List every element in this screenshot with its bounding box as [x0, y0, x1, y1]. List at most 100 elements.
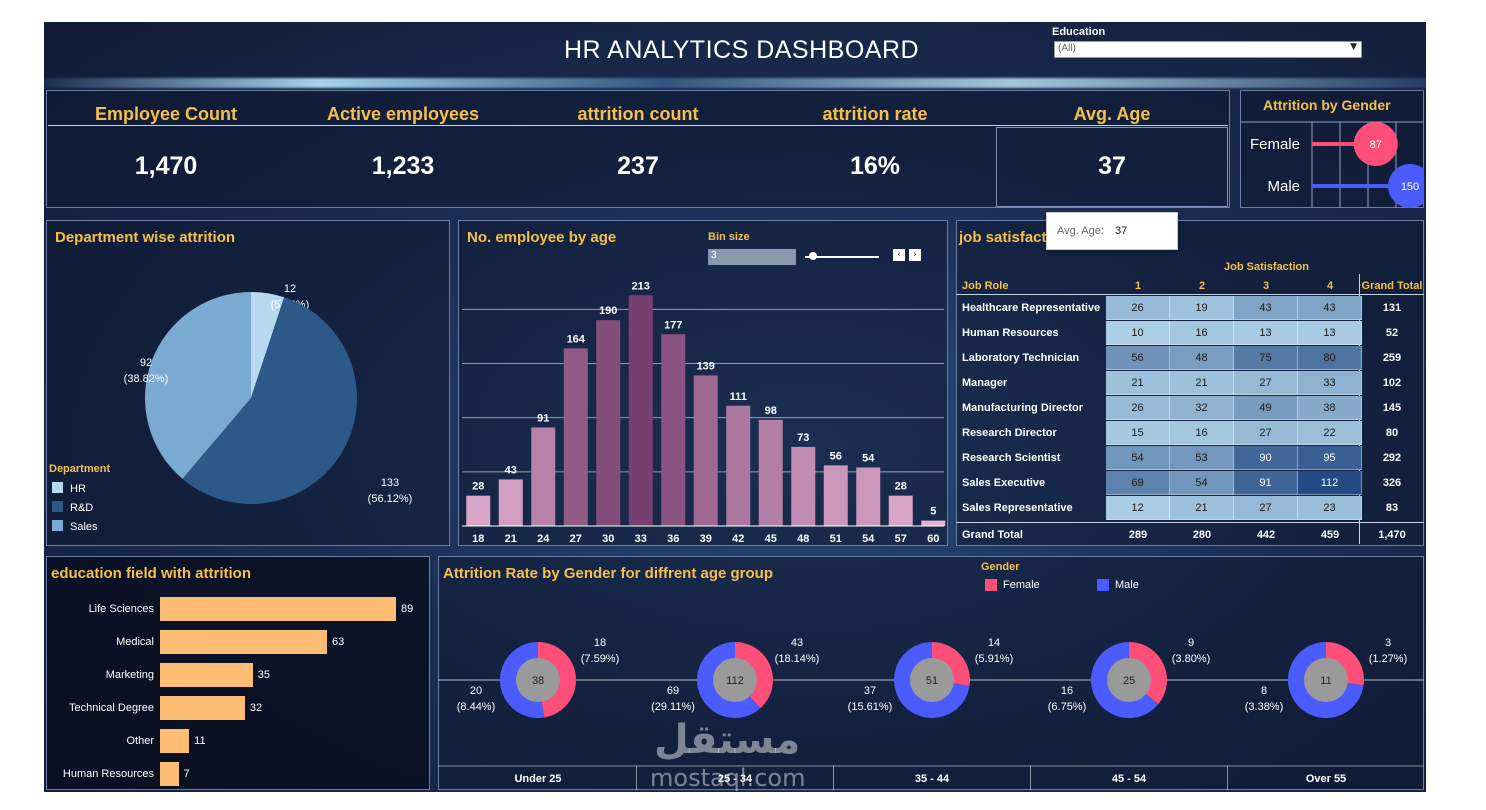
- pie-value-label: 133: [381, 477, 399, 489]
- department-legend-title: Department: [49, 463, 111, 475]
- education-field-label: Technical Degree: [69, 702, 154, 714]
- pie-percent-label: (56.12%): [368, 493, 413, 505]
- heatmap-row-label: Sales Representative: [962, 502, 1073, 514]
- age-bar: [531, 427, 556, 526]
- donut-male-pct: (8.44%): [457, 701, 496, 713]
- kpi-value-0: 1,470: [134, 152, 198, 180]
- heatmap-cell: 112: [1298, 471, 1362, 495]
- age-bar: [823, 465, 848, 526]
- donut-male-pct: (29.11%): [651, 701, 695, 713]
- kpi-value-1: 1,233: [371, 152, 435, 180]
- heatmap-row-total: 292: [1382, 452, 1402, 464]
- heatmap-row-label: Research Director: [962, 427, 1057, 439]
- gender-legend-title: Gender: [981, 561, 1020, 573]
- bin-size-input[interactable]: 3: [708, 249, 796, 265]
- legend-label-hr: HR: [70, 483, 86, 495]
- heatmap-cell: 54: [1106, 446, 1170, 470]
- donut-male-value: 37: [864, 685, 876, 697]
- heatmap-cell: 43: [1234, 296, 1298, 320]
- education-field-label: Other: [126, 735, 154, 747]
- heatmap-row-total: 326: [1382, 477, 1402, 489]
- header-divider: [44, 78, 1426, 88]
- legend-swatch-female: [985, 579, 997, 591]
- age-bar: [758, 419, 783, 526]
- heatmap-cell: 10: [1106, 321, 1170, 345]
- age-bar-value: 54: [862, 453, 875, 465]
- gender-lollipop-dot: [1353, 122, 1398, 166]
- kpi-value-3: 16%: [849, 152, 901, 180]
- heatmap-row-label: Laboratory Technician: [962, 352, 1080, 364]
- legend-swatch-sales: [52, 520, 63, 531]
- heatmap-total-divider: [956, 522, 1424, 523]
- heatmap-cell: 75: [1234, 346, 1298, 370]
- heatmap-row-label: Research Scientist: [962, 452, 1061, 464]
- heatmap-cell: 26: [1106, 296, 1170, 320]
- age-bar-value: 43: [505, 464, 517, 476]
- donut-female-pct: (7.59%): [581, 653, 620, 665]
- grand-total-row-label: Grand Total: [962, 529, 1023, 541]
- legend-label-sales: Sales: [70, 521, 98, 533]
- gender-panel-title: Attrition by Gender: [1263, 97, 1391, 113]
- age-group-label: 25 - 34: [718, 773, 753, 785]
- education-field-value: 35: [257, 669, 271, 681]
- tooltip-value: 37: [1115, 225, 1128, 237]
- legend-swatch-male: [1097, 579, 1109, 591]
- donut-total-label: 11: [1320, 675, 1331, 687]
- job-satisfaction-title: job satisfaction: [959, 229, 1070, 246]
- heatmap-cell: 95: [1298, 446, 1362, 470]
- chevron-right-icon[interactable]: ›: [909, 249, 921, 261]
- pie-slice-sales: [144, 292, 251, 479]
- age-bar: [661, 334, 686, 526]
- age-bar-value: 139: [697, 360, 715, 372]
- chevron-left-icon[interactable]: ‹: [893, 249, 905, 261]
- bin-size-slider-handle[interactable]: [809, 252, 817, 260]
- age-bar: [726, 405, 751, 526]
- bin-size-value: 3: [711, 250, 717, 261]
- age-bar: [466, 495, 491, 526]
- heatmap-cell: 43: [1298, 296, 1362, 320]
- heatmap-cell: 23: [1298, 496, 1362, 520]
- age-bar-value: 164: [567, 333, 586, 345]
- age-tick-label: 18: [472, 533, 484, 545]
- heatmap-cell: 80: [1298, 346, 1362, 370]
- dashboard-title: HR ANALYTICS DASHBOARD: [564, 36, 920, 64]
- heatmap-row-label: Healthcare Representative: [962, 302, 1101, 314]
- age-group-label: 35 - 44: [915, 773, 950, 785]
- gender-value-female: 87: [1370, 139, 1382, 151]
- legend-swatch-rd: [52, 501, 63, 512]
- heatmap-header-divider: [956, 294, 1424, 295]
- avg-age-highlight: [996, 127, 1228, 207]
- age-group-label: Over 55: [1306, 773, 1346, 785]
- age-tick-label: 48: [797, 533, 809, 545]
- age-bar-value: 73: [797, 432, 809, 444]
- donut-male-pct: (15.61%): [848, 701, 893, 713]
- heatmap-cell: 16: [1170, 321, 1234, 345]
- education-field-label: Human Resources: [62, 768, 154, 780]
- gender-label-male: Male: [1267, 178, 1300, 195]
- heatmap-row-total: 80: [1385, 427, 1399, 439]
- heatmap-row-total: 52: [1385, 327, 1399, 339]
- kpi-label-4: Avg. Age: [1073, 104, 1151, 124]
- age-gender-title: Attrition Rate by Gender for diffrent ag…: [443, 565, 774, 582]
- avg-age-tooltip: Avg. Age: 37: [1046, 212, 1178, 250]
- bin-size-slider[interactable]: [805, 256, 879, 258]
- age-bar-value: 56: [830, 450, 842, 462]
- education-field-label: Life Sciences: [88, 603, 154, 615]
- heatmap-cell: 91: [1234, 471, 1298, 495]
- kpi-value-4: 37: [1098, 152, 1126, 180]
- heatmap-row-total: 83: [1385, 502, 1399, 514]
- watermark-arabic: مستقل: [654, 717, 801, 763]
- donut-total-label: 38: [532, 675, 544, 687]
- heatmap-row-total: 259: [1382, 352, 1402, 364]
- heatmap-cell: 33: [1298, 371, 1362, 395]
- heatmap-overall-total: 1,470: [1378, 529, 1406, 541]
- heatmap-row-total: 102: [1382, 377, 1402, 389]
- education-filter-select[interactable]: (All) ▼: [1054, 41, 1362, 58]
- bin-size-label: Bin size: [708, 231, 750, 243]
- heatmap-cell: 27: [1234, 371, 1298, 395]
- donut-female-pct: (5.91%): [975, 653, 1014, 665]
- donut-male-value: 20: [470, 685, 482, 697]
- kpi-panel: [46, 90, 1230, 208]
- heatmap-cell: 21: [1170, 371, 1234, 395]
- heatmap-cell: 48: [1170, 346, 1234, 370]
